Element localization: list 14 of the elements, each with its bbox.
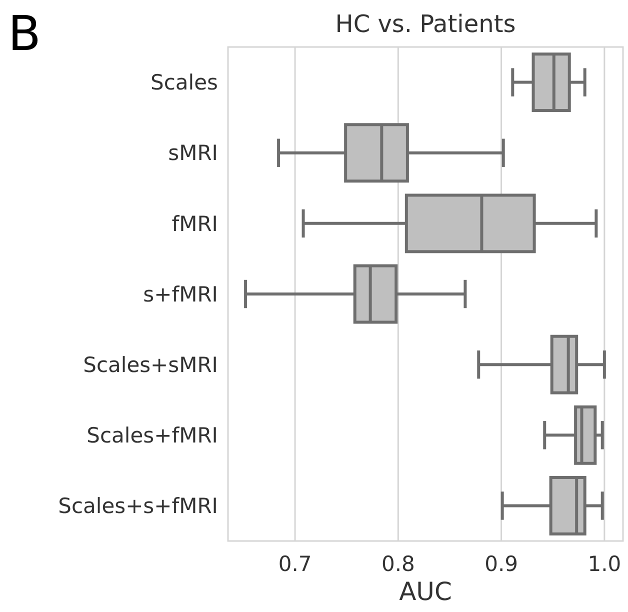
x-tick-label: 0.7 [278, 552, 312, 576]
x-axis-title: AUC [399, 577, 452, 606]
y-tick-label: Scales+s+fMRI [58, 494, 218, 518]
x-tick-label: 1.0 [588, 552, 622, 576]
chart-title: HC vs. Patients [335, 10, 516, 38]
y-tick-label: Scales+sMRI [83, 352, 218, 377]
y-tick-label: Scales [150, 70, 218, 95]
x-tick-label: 0.8 [381, 552, 415, 576]
text: B [8, 6, 41, 62]
x-tick-label: 0.9 [484, 552, 518, 576]
y-tick-label: sMRI [168, 141, 218, 166]
y-tick-label: Scales+fMRI [86, 423, 218, 448]
y-tick-label: s+fMRI [143, 282, 218, 306]
y-tick-label: fMRI [172, 212, 218, 236]
